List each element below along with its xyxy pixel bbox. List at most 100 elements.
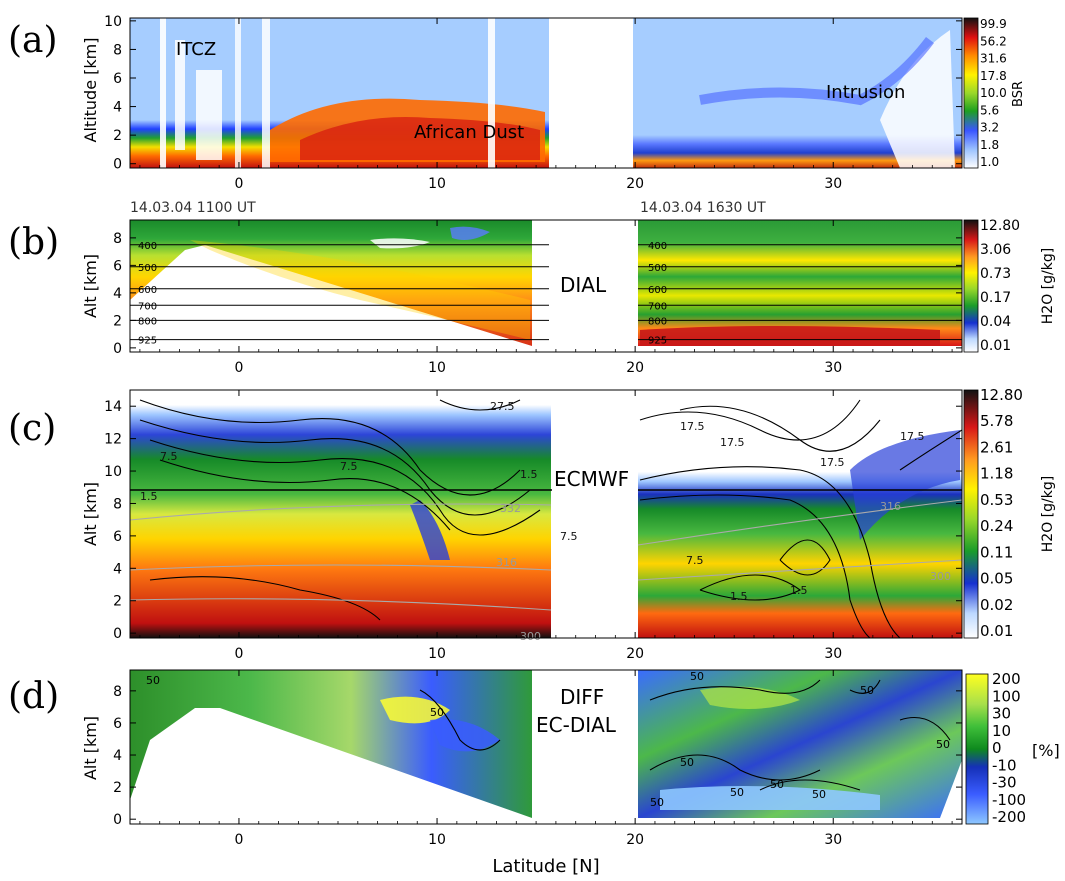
pressure-level-label: 925 bbox=[648, 336, 667, 347]
colorbar-tick-label: 3.2 bbox=[980, 121, 999, 135]
x-tick-label: 20 bbox=[626, 176, 644, 192]
contour-label: 50 bbox=[936, 738, 950, 751]
x-tick-label: 10 bbox=[428, 176, 446, 192]
panel-a-intrusion-cloud bbox=[880, 30, 955, 168]
contour-label: 50 bbox=[430, 706, 444, 719]
y-tick-label: 4 bbox=[113, 748, 122, 764]
panel-c-data-gap bbox=[551, 390, 638, 638]
colorbar-tick-label: 30 bbox=[992, 705, 1011, 723]
panel-a-cloud bbox=[160, 18, 166, 168]
colorbar-tick-label: 0.01 bbox=[980, 338, 1011, 354]
panel-b-pressure-levels: 400 400 500 500 600 600 700 700 800 800 925 925 bbox=[130, 241, 962, 347]
panel-d-ylabel: Alt [km] bbox=[81, 716, 100, 780]
panel-a-cloud bbox=[488, 18, 495, 168]
contour-label: 316 bbox=[496, 556, 517, 569]
panel-d-axes: 0 10 20 30 0 2 4 6 8 bbox=[113, 670, 962, 848]
contour-label: 7.5 bbox=[160, 450, 178, 463]
panel-d: (d) Alt [km] 50 50 50 50 50 50 50 50 50 50 DIFF E… bbox=[8, 669, 1060, 877]
y-tick-label: 8 bbox=[113, 231, 122, 247]
panel-d-label: (d) bbox=[8, 676, 59, 717]
panel-b-frame bbox=[129, 219, 963, 353]
contour-label: 17.5 bbox=[900, 430, 925, 443]
x-tick-label: 30 bbox=[824, 832, 842, 848]
panel-b: (b) Alt [km] 14.03.04 1100 UT 14.03.04 1… bbox=[8, 200, 1056, 376]
panel-a-annotation-intrusion: Intrusion bbox=[826, 82, 905, 103]
panel-c-annotation: ECMWF bbox=[554, 467, 629, 491]
panel-c-field-right bbox=[638, 390, 962, 638]
y-tick-label: 2 bbox=[113, 780, 122, 796]
colorbar-tick-label: 1.18 bbox=[980, 465, 1013, 483]
x-tick-label: 20 bbox=[626, 832, 644, 848]
y-tick-label: 0 bbox=[113, 157, 122, 173]
panel-c-colorbar-ticks: 12.80 5.78 2.61 1.18 0.53 0.24 0.11 0.05 0.02 0.0… bbox=[980, 386, 1023, 640]
panel-d-colorbar bbox=[965, 673, 989, 825]
pressure-level-label: 700 bbox=[138, 301, 157, 312]
panel-d-field-right bbox=[638, 670, 962, 818]
y-tick-label: 6 bbox=[113, 716, 122, 732]
panel-a-colorbar-label: BSR bbox=[1011, 81, 1026, 107]
y-tick-label: 2 bbox=[113, 128, 122, 144]
panel-d-positive-patch bbox=[380, 696, 450, 724]
panel-c-label: (c) bbox=[8, 408, 56, 449]
panel-c-colorbar bbox=[963, 389, 979, 639]
panel-d-annotation-line-2: EC-DIAL bbox=[536, 713, 617, 737]
panel-b-label: (b) bbox=[8, 222, 59, 263]
x-tick-label: 10 bbox=[428, 360, 446, 376]
colorbar-tick-label: 100 bbox=[992, 687, 1021, 705]
panel-a-colorbar bbox=[963, 17, 979, 169]
contour-label: 7.5 bbox=[560, 530, 578, 543]
panel-c-annotation-bg bbox=[552, 466, 638, 492]
x-tick-label: 0 bbox=[234, 646, 243, 662]
colorbar-tick-label: 56.2 bbox=[980, 34, 1007, 48]
panel-d-contour-labels: 50 50 50 50 50 50 50 50 50 50 bbox=[146, 670, 950, 809]
y-tick-label: 6 bbox=[113, 71, 122, 87]
pressure-level-label: 500 bbox=[648, 263, 667, 274]
panel-c-colorbar-label: H2O [g/kg] bbox=[1040, 476, 1056, 552]
contour-label: 1.5 bbox=[520, 468, 538, 481]
contour-label: 300 bbox=[930, 570, 951, 583]
panel-a-colorbar-ticks: 99.9 56.2 31.6 17.8 10.0 5.6 3.2 1.8 1.0 bbox=[980, 17, 1007, 169]
y-tick-label: 2 bbox=[113, 313, 122, 329]
y-tick-label: 4 bbox=[113, 100, 122, 116]
contour-label: 316 bbox=[880, 500, 901, 513]
colorbar-tick-label: 0.04 bbox=[980, 314, 1011, 330]
panel-a-ylabel: Altitude [km] bbox=[81, 38, 100, 143]
colorbar-tick-label: 0.05 bbox=[980, 570, 1013, 588]
panel-b-dry-patch bbox=[370, 238, 430, 249]
panel-b-field-left bbox=[130, 220, 532, 346]
pressure-level-label: 700 bbox=[648, 301, 667, 312]
y-tick-label: 12 bbox=[104, 432, 122, 448]
panel-a: (a) Altitude [km] ITCZ African Dust Intr… bbox=[8, 14, 1026, 192]
colorbar-tick-label: 0.24 bbox=[980, 517, 1013, 535]
panel-d-negative-patch bbox=[660, 786, 880, 810]
pressure-level-label: 800 bbox=[138, 316, 157, 327]
panel-b-field-right bbox=[638, 220, 962, 346]
colorbar-tick-label: 0.01 bbox=[980, 622, 1013, 640]
colorbar-tick-label: 1.0 bbox=[980, 155, 999, 169]
panel-d-negative-patch bbox=[430, 719, 500, 752]
x-tick-label: 30 bbox=[824, 360, 842, 376]
panel-a-cloud bbox=[262, 18, 270, 168]
y-tick-label: 4 bbox=[113, 286, 122, 302]
x-tick-label: 0 bbox=[234, 176, 243, 192]
panel-b-annotation: DIAL bbox=[560, 273, 607, 297]
colorbar-tick-label: 12.80 bbox=[980, 218, 1020, 234]
panel-b-colorbar-label: H2O [g/kg] bbox=[1040, 248, 1056, 324]
contour-label: 50 bbox=[146, 674, 160, 687]
contour-label: 7.5 bbox=[340, 460, 358, 473]
panel-c-intrusion bbox=[850, 430, 960, 540]
flight-label-2: 14.03.04 1630 UT bbox=[640, 200, 766, 216]
colorbar-tick-label: 2.61 bbox=[980, 438, 1013, 456]
contour-label: 1.5 bbox=[730, 590, 748, 603]
panel-a-intrusion-band bbox=[699, 36, 934, 106]
colorbar-tick-label: 10.0 bbox=[980, 86, 1007, 100]
colorbar-tick-label: -10 bbox=[992, 756, 1017, 774]
colorbar-tick-label: 17.8 bbox=[980, 69, 1007, 83]
x-tick-label: 20 bbox=[626, 360, 644, 376]
y-tick-label: 8 bbox=[113, 684, 122, 700]
panel-c: (c) Alt [km] bbox=[8, 386, 1056, 662]
x-tick-label: 10 bbox=[428, 832, 446, 848]
contour-label: 50 bbox=[650, 796, 664, 809]
